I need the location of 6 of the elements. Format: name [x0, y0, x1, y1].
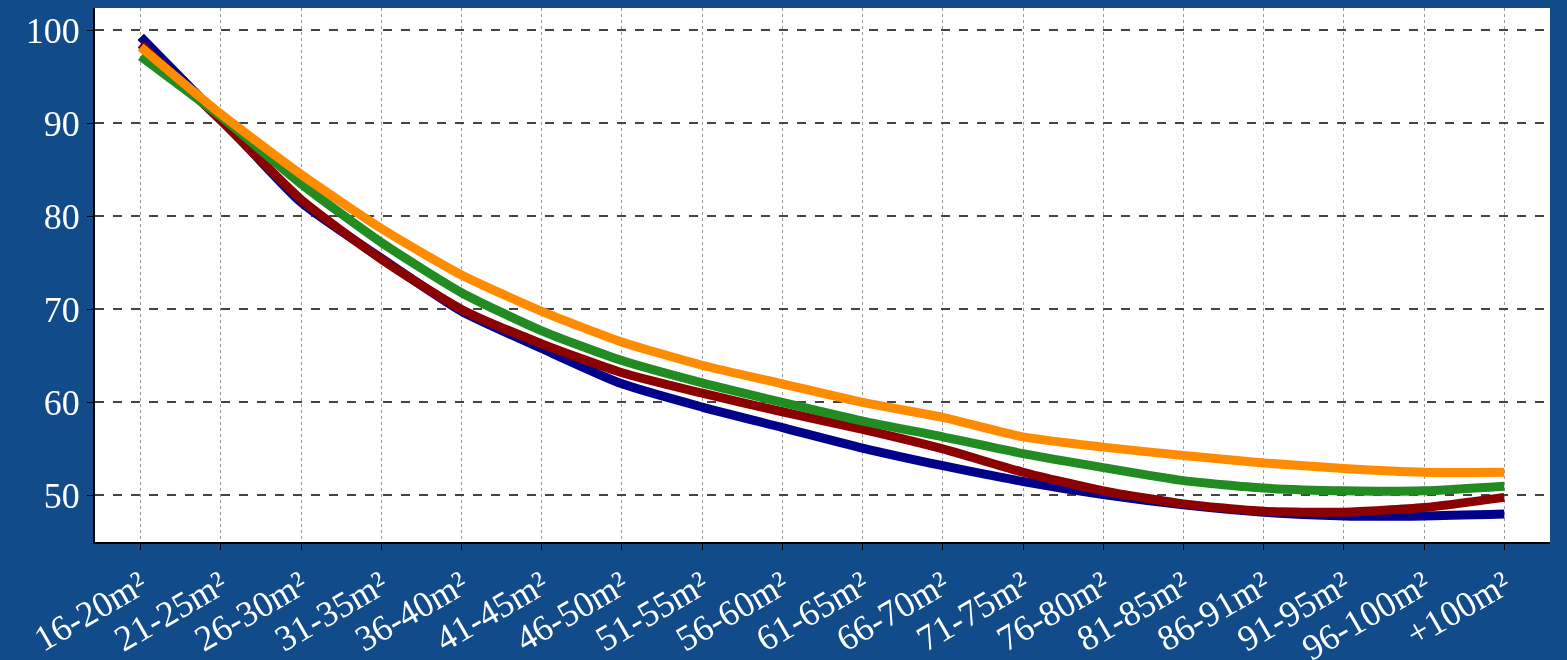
- y-tick-label: 90: [43, 103, 80, 144]
- y-tick-label: 80: [43, 196, 80, 237]
- y-tick-label: 50: [43, 476, 80, 517]
- y-tick-label: 60: [43, 383, 80, 424]
- y-tick-label: 70: [43, 290, 80, 331]
- y-tick-label: 100: [25, 10, 80, 51]
